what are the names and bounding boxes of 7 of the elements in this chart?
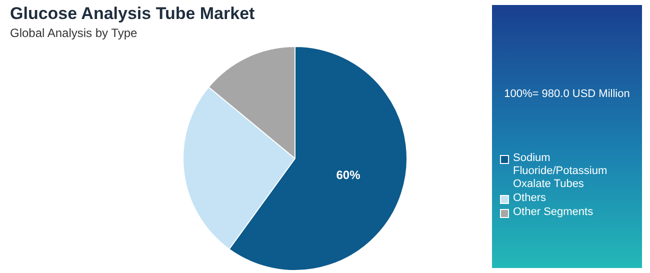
text: Global Analysis by Type [10,26,138,40]
data-label: 60% [336,168,361,182]
chart-title: Glucose Analysis Tube Market [10,4,255,24]
legend-label: Others [513,192,546,205]
text: 100%= 980.0 USD Million [503,87,631,102]
legend-label: Other Segments [513,206,594,219]
legend-label: Sodium Fluoride/Potassium Oxalate Tubes [513,152,608,191]
